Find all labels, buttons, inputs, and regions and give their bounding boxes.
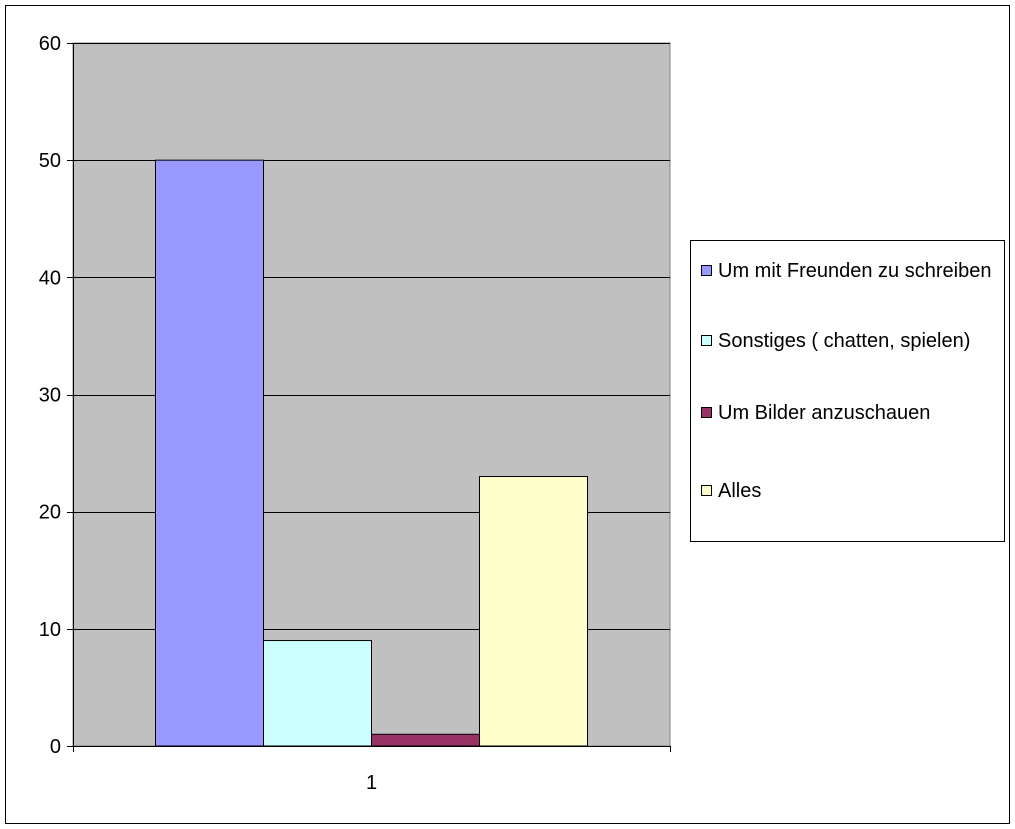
y-tick-label: 10: [39, 619, 61, 641]
legend-item: Um Bilder anzuschauen: [701, 399, 1001, 427]
legend-label: Alles: [718, 480, 762, 502]
y-tick-label: 40: [39, 267, 61, 289]
legend-item: Sonstiges ( chatten, spielen): [701, 327, 1001, 355]
y-tick-label: 20: [39, 502, 61, 524]
bar: [371, 733, 480, 747]
legend-swatch: [701, 407, 712, 418]
legend-swatch: [701, 335, 712, 346]
legend-swatch: [701, 485, 712, 496]
legend-swatch: [701, 265, 712, 276]
bar: [479, 476, 588, 747]
legend-label: Um Bilder anzuschauen: [718, 402, 931, 424]
y-tick-label: 30: [39, 385, 61, 407]
legend-label: Sonstiges ( chatten, spielen): [718, 330, 971, 352]
y-tick-labels: 0 10 20 30 40 50 60: [39, 33, 61, 758]
legend-item: Alles: [701, 477, 1001, 505]
y-tick-label: 60: [39, 33, 61, 55]
axes: [67, 43, 671, 752]
x-tick-label: 1: [366, 772, 377, 794]
legend-item: Um mit Freunden zu schreiben: [701, 257, 1001, 285]
bar: [155, 159, 264, 747]
legend-label: Um mit Freunden zu schreiben: [718, 260, 992, 282]
y-tick-label: 50: [39, 150, 61, 172]
y-tick-label: 0: [50, 736, 61, 758]
legend: Um mit Freunden zu schreiben Sonstiges (…: [690, 240, 1005, 542]
bar: [263, 640, 372, 747]
bars: [155, 159, 588, 747]
x-tick-labels: 1: [366, 772, 377, 794]
